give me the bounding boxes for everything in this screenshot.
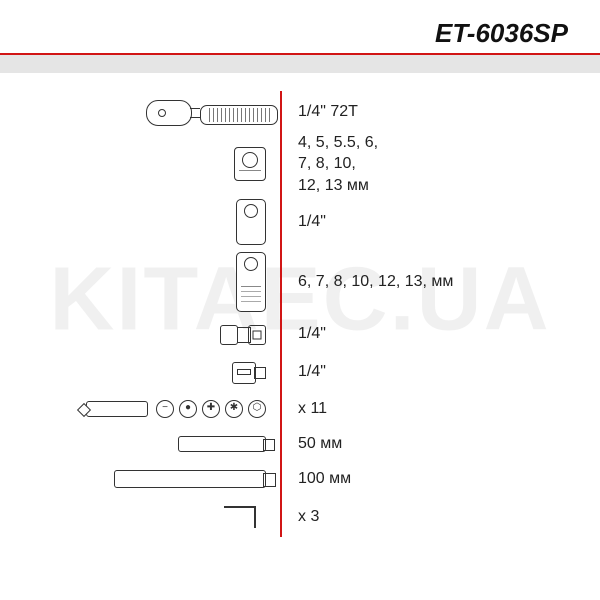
icon-column: [0, 98, 280, 126]
icon-column: [0, 359, 280, 385]
extension-long-icon: [114, 470, 266, 488]
adapter-icon: [226, 359, 266, 385]
spec-list: 1/4" 72T 4, 5, 5.5, 6, 7, 8, 10, 12, 13 м…: [0, 73, 600, 537]
ratchet-icon: [146, 98, 266, 126]
spec-label: 4, 5, 5.5, 6, 7, 8, 10, 12, 13 мм: [282, 132, 600, 197]
icon-column: [0, 199, 280, 245]
spec-label: 1/4": [282, 323, 600, 345]
bit-type-icon: ✱: [225, 400, 243, 418]
icon-column: [0, 436, 280, 452]
spec-row: 100 мм: [0, 461, 600, 497]
socket-short-icon: [234, 147, 266, 181]
model-title: ET-6036SP: [435, 18, 568, 49]
spec-label: 50 мм: [282, 433, 600, 455]
spec-label: 1/4" 72T: [282, 101, 600, 123]
spec-label: x 11: [282, 398, 600, 420]
spec-row: 4, 5, 5.5, 6, 7, 8, 10, 12, 13 мм: [0, 133, 600, 195]
spec-row: 50 мм: [0, 427, 600, 461]
icon-column: [0, 252, 280, 312]
extension-short-icon: [178, 436, 266, 452]
spec-row: 1/4" 72T: [0, 91, 600, 133]
universal-joint-icon: [220, 321, 266, 347]
spec-label: 100 мм: [282, 468, 600, 490]
socket-long-icon: [236, 252, 266, 312]
icon-column: [0, 321, 280, 347]
spec-row: −● ✚ ✱ ⬡ x 11: [0, 391, 600, 427]
spec-row: 1/4": [0, 315, 600, 353]
bit-type-icon: ⬡: [248, 400, 266, 418]
icon-column: [0, 502, 280, 532]
spec-label: 1/4": [282, 361, 600, 383]
icon-column: [0, 470, 280, 488]
spec-row: 1/4": [0, 195, 600, 249]
bit-type-icon: ●: [179, 400, 197, 418]
icon-column: −● ✚ ✱ ⬡: [0, 400, 280, 418]
bit-type-icon: ✚: [202, 400, 220, 418]
spec-label: x 3: [282, 506, 600, 528]
hex-key-icon: [220, 502, 266, 532]
spec-row: 6, 7, 8, 10, 12, 13, мм: [0, 249, 600, 315]
spec-row: x 3: [0, 497, 600, 537]
spec-row: 1/4": [0, 353, 600, 391]
header-gray-band: [0, 55, 600, 73]
spec-label: 1/4": [282, 211, 600, 233]
spec-label: 6, 7, 8, 10, 12, 13, мм: [282, 271, 600, 293]
bit-type-icon: −: [156, 400, 174, 418]
bits-icon: −● ✚ ✱ ⬡: [86, 400, 266, 418]
header: ET-6036SP: [0, 0, 600, 73]
socket-mid-icon: [236, 199, 266, 245]
icon-column: [0, 147, 280, 181]
